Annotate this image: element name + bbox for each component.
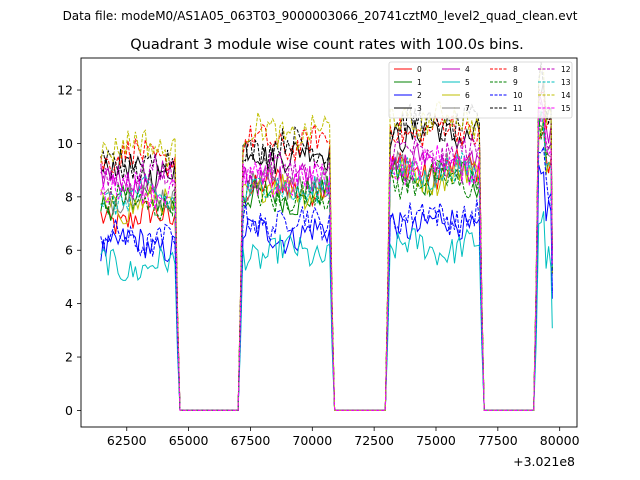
y-tick-label: 10: [57, 136, 73, 151]
series-line-15: [100, 109, 553, 411]
series-line-11: [100, 62, 553, 411]
series-line-10: [100, 146, 553, 411]
legend-label-3: 3: [417, 104, 422, 113]
y-tick-label: 8: [65, 189, 73, 204]
y-tick-label: 4: [65, 296, 73, 311]
y-tick-label: 12: [57, 83, 73, 98]
legend-label-9: 9: [513, 78, 518, 87]
series-line-14: [100, 65, 553, 411]
y-tick-label: 0: [65, 403, 73, 418]
legend-label-14: 14: [561, 91, 571, 100]
legend-label-2: 2: [417, 91, 422, 100]
suptitle: Data file: modeM0/AS1A05_063T03_90000030…: [63, 9, 578, 23]
x-tick-label: 75000: [416, 433, 456, 448]
legend-box: [388, 61, 573, 119]
y-axis: 0 2 4 6 8 10 12: [57, 83, 81, 418]
x-tick-label: 67500: [231, 433, 271, 448]
x-tick-label: 65000: [169, 433, 209, 448]
legend-label-7: 7: [465, 104, 470, 113]
legend-label-15: 15: [561, 104, 571, 113]
series-line-12: [100, 97, 553, 411]
legend-label-4: 4: [465, 65, 470, 74]
x-axis: 62500 65000 67500 70000 72500 75000 77500 80000: [107, 427, 580, 448]
plot-area: [81, 58, 577, 427]
x-offset-label: +3.021e8: [513, 454, 575, 469]
x-tick-label: 70000: [292, 433, 332, 448]
x-tick-label: 80000: [540, 433, 580, 448]
x-tick-label: 77500: [478, 433, 518, 448]
legend-label-11: 11: [513, 104, 523, 113]
legend-label-6: 6: [465, 91, 470, 100]
series-line-5: [100, 211, 553, 411]
chart-title: Quadrant 3 module wise count rates with …: [130, 37, 524, 53]
legend-label-10: 10: [513, 91, 523, 100]
legend-label-12: 12: [561, 65, 571, 74]
series-line-2: [100, 164, 553, 411]
legend-label-1: 1: [417, 78, 422, 87]
legend-label-0: 0: [417, 65, 422, 74]
x-tick-label: 72500: [354, 433, 394, 448]
plot-frame: [80, 57, 578, 428]
series-layer: [100, 62, 553, 411]
legend-label-5: 5: [465, 78, 470, 87]
y-tick-label: 6: [65, 243, 73, 258]
series-line-13: [100, 110, 553, 411]
legend-label-8: 8: [513, 65, 518, 74]
legend-label-13: 13: [561, 78, 571, 87]
y-tick-label: 2: [65, 350, 73, 365]
x-tick-label: 62500: [107, 433, 147, 448]
